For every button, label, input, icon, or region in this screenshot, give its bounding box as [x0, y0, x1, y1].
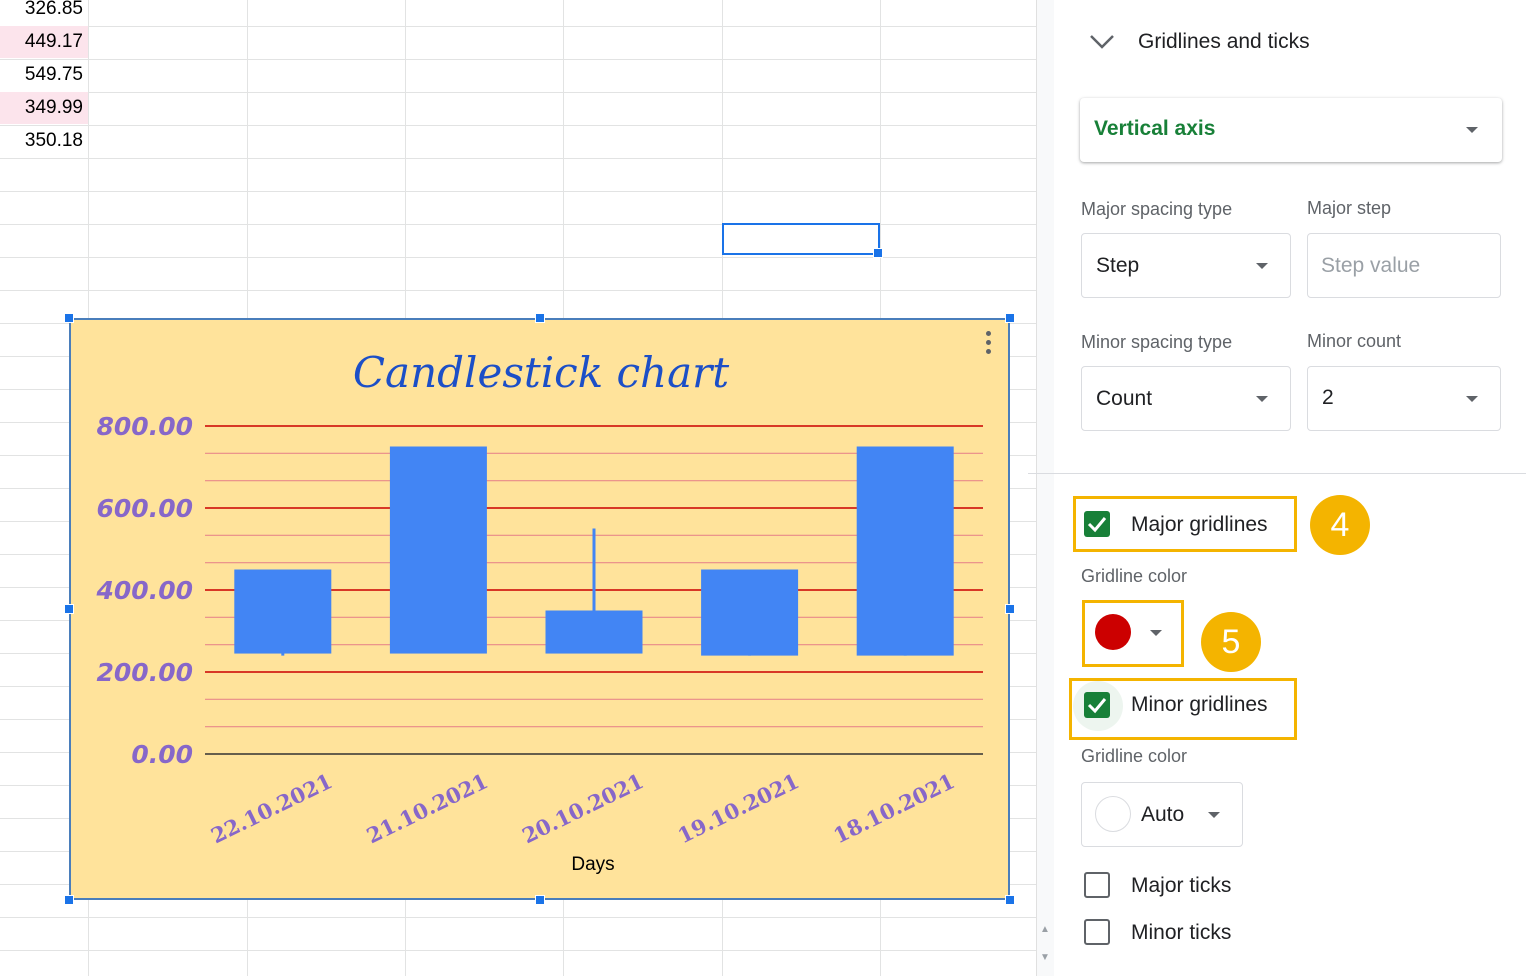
major-step-placeholder: Step value: [1321, 254, 1421, 277]
minor-count-label: Minor count: [1307, 331, 1402, 351]
sheet-vertical-scrollbar[interactable]: ▲ ▼: [1036, 0, 1054, 976]
checkmark-icon: [1087, 698, 1107, 714]
dropdown-caret-icon: [1466, 396, 1478, 402]
major-ticks-label: Major ticks: [1131, 874, 1232, 897]
candle-body: [856, 446, 954, 656]
dropdown-caret-icon: [1256, 396, 1268, 402]
sheet-row-gridline: [0, 125, 1036, 126]
major-gridlines-highlight: [1073, 496, 1297, 552]
major-gridlines-label: Major gridlines: [1131, 513, 1268, 536]
y-tick-label: 800.00: [97, 412, 193, 441]
section-collapse-toggle[interactable]: Gridlines and ticks: [1086, 30, 1346, 56]
chart-resize-handle-bottom-left[interactable]: [64, 895, 74, 905]
major-gridline-color-label: Gridline color: [1081, 566, 1188, 586]
color-swatch-icon: [1095, 614, 1131, 650]
minor-ticks-checkbox[interactable]: [1084, 919, 1110, 945]
section-separator: [1028, 473, 1528, 474]
major-spacing-type-select[interactable]: Step: [1081, 233, 1291, 298]
x-tick-label: 19.10.2021: [674, 768, 803, 848]
sheet-row-gridline: [0, 950, 1036, 951]
x-tick-label: 18.10.2021: [829, 768, 958, 848]
minor-gridline-color-value: Auto: [1141, 803, 1185, 826]
sheet-cell[interactable]: 549.75: [24, 64, 83, 85]
minor-gridline-color-picker[interactable]: Auto: [1081, 782, 1243, 847]
minor-gridline-color-label: Gridline color: [1081, 746, 1188, 766]
minor-spacing-type-select[interactable]: Count: [1081, 366, 1291, 431]
minor-ticks-label: Minor ticks: [1131, 921, 1232, 944]
checkmark-icon: [1087, 517, 1107, 533]
dropdown-caret-icon: [1150, 630, 1162, 636]
sheet-cell[interactable]: 350.18: [24, 130, 83, 151]
major-ticks-checkbox[interactable]: [1084, 872, 1110, 898]
candle-body: [545, 610, 643, 654]
chart-resize-handle-bottom[interactable]: [535, 895, 545, 905]
chart-canvas: Candlestick chart 0.00 200.00 400.00 600.00 8…: [96, 348, 983, 875]
sheet-row-gridline: [0, 191, 1036, 192]
y-tick-label: 400.00: [96, 576, 193, 605]
chart-resize-handle-left[interactable]: [64, 604, 74, 614]
minor-spacing-type-label: Minor spacing type: [1081, 332, 1233, 352]
major-step-input[interactable]: Step value: [1307, 233, 1501, 298]
chevron-down-icon: [1090, 35, 1114, 49]
section-title: Gridlines and ticks: [1138, 30, 1310, 53]
sheet-row-gridline: [0, 158, 1036, 159]
step-4-badge: 4: [1310, 495, 1370, 555]
sheet-cell[interactable]: 349.99: [0, 92, 88, 124]
x-tick-label: 20.10.2021: [518, 768, 647, 848]
dropdown-caret-icon: [1466, 127, 1478, 133]
fill-handle[interactable]: [873, 248, 883, 258]
major-gridlines-checkbox[interactable]: [1084, 511, 1110, 537]
dropdown-caret-icon: [1208, 812, 1220, 818]
y-tick-label: 0.00: [131, 740, 193, 769]
x-axis-title: Days: [571, 854, 614, 875]
minor-count-value: 2: [1322, 386, 1334, 409]
candlestick-chart[interactable]: Candlestick chart 0.00 200.00 400.00 600.00 8…: [69, 318, 1010, 900]
chart-resize-handle-top-right[interactable]: [1005, 313, 1015, 323]
sheet-row-gridline: [0, 26, 1036, 27]
minor-count-select[interactable]: 2: [1307, 366, 1501, 431]
candle-body: [701, 569, 799, 656]
sheet-row-gridline: [0, 917, 1036, 918]
gridline-color-highlight: [1082, 600, 1184, 667]
chart-resize-handle-bottom-right[interactable]: [1005, 895, 1015, 905]
chart-title: Candlestick chart: [353, 348, 729, 397]
sheet-cell[interactable]: 449.17: [0, 26, 88, 58]
color-swatch-icon: [1095, 796, 1131, 832]
y-tick-label: 600.00: [97, 494, 193, 523]
sheet-row-gridline: [0, 59, 1036, 60]
scroll-up-icon[interactable]: ▲: [1040, 924, 1050, 935]
sheet-row-gridline: [0, 290, 1036, 291]
y-tick-label: 200.00: [97, 658, 193, 687]
chart-resize-handle-top-left[interactable]: [64, 313, 74, 323]
step-5-badge: 5: [1201, 612, 1261, 672]
chart-resize-handle-top[interactable]: [535, 313, 545, 323]
major-step-label: Major step: [1307, 198, 1392, 218]
major-spacing-type-value: Step: [1096, 254, 1140, 277]
candle-body: [234, 569, 332, 654]
sheet-row-gridline: [0, 92, 1036, 93]
minor-spacing-type-value: Count: [1096, 387, 1153, 410]
major-gridline-color-picker[interactable]: [1088, 606, 1178, 661]
sheet-row-gridline: [0, 257, 1036, 258]
minor-gridlines-label: Minor gridlines: [1131, 693, 1268, 716]
major-spacing-type-label: Major spacing type: [1081, 199, 1233, 219]
axis-select-dropdown[interactable]: Vertical axis: [1080, 98, 1502, 162]
minor-gridlines-checkbox[interactable]: [1084, 692, 1110, 718]
sheet-row-gridline: [0, 224, 1036, 225]
scroll-down-icon[interactable]: ▼: [1040, 952, 1050, 963]
minor-gridlines-highlight: [1069, 678, 1297, 740]
chart-more-options-icon[interactable]: [983, 331, 993, 359]
axis-select-value: Vertical axis: [1094, 117, 1216, 140]
chart-resize-handle-right[interactable]: [1005, 604, 1015, 614]
candle-body: [389, 446, 487, 654]
sheet-cell[interactable]: 326.85: [24, 0, 83, 19]
x-tick-label: 21.10.2021: [363, 768, 492, 848]
x-tick-label: 22.10.2021: [207, 768, 336, 848]
selected-cell[interactable]: [722, 223, 883, 258]
panel-scrollbar[interactable]: [1526, 0, 1536, 976]
dropdown-caret-icon: [1256, 263, 1268, 269]
